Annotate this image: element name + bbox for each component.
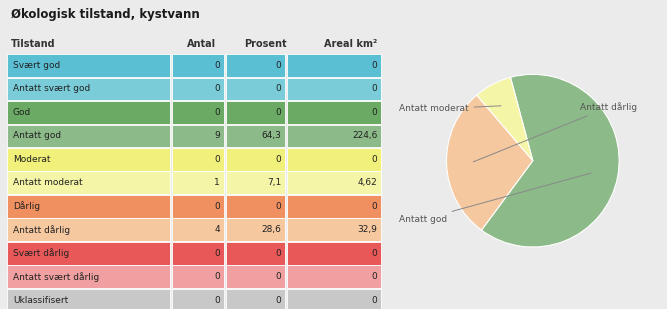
Text: 9: 9 — [214, 131, 220, 140]
Text: God: God — [13, 108, 31, 117]
Text: 0: 0 — [275, 61, 281, 70]
Text: Antatt god: Antatt god — [399, 173, 591, 224]
Bar — [7, 265, 170, 288]
Bar — [7, 289, 170, 309]
Text: Prosent: Prosent — [245, 39, 287, 49]
Bar — [7, 171, 170, 194]
Bar — [225, 265, 285, 288]
Text: Uklassifisert: Uklassifisert — [13, 296, 68, 305]
Text: 0: 0 — [372, 84, 378, 93]
Text: 0: 0 — [214, 249, 220, 258]
Bar — [225, 101, 285, 124]
Text: 0: 0 — [275, 202, 281, 211]
Text: Antatt svært god: Antatt svært god — [13, 84, 90, 93]
Text: 0: 0 — [372, 61, 378, 70]
Bar — [172, 171, 224, 194]
Text: 0: 0 — [275, 155, 281, 164]
Bar — [287, 101, 381, 124]
Text: 7,1: 7,1 — [267, 178, 281, 187]
Bar — [287, 125, 381, 147]
Text: 0: 0 — [214, 108, 220, 117]
Bar — [225, 289, 285, 309]
Text: 0: 0 — [275, 84, 281, 93]
Bar — [225, 195, 285, 218]
Bar — [287, 148, 381, 171]
Bar — [225, 54, 285, 77]
Bar — [225, 171, 285, 194]
Text: 0: 0 — [372, 272, 378, 281]
Text: Antatt dårlig: Antatt dårlig — [13, 225, 70, 235]
Bar — [7, 242, 170, 265]
Text: 0: 0 — [372, 249, 378, 258]
Text: 0: 0 — [372, 155, 378, 164]
Bar — [7, 101, 170, 124]
Bar — [287, 218, 381, 241]
Text: Svært dårlig: Svært dårlig — [13, 248, 69, 258]
Text: 0: 0 — [275, 249, 281, 258]
Bar — [7, 148, 170, 171]
Text: 0: 0 — [372, 108, 378, 117]
Bar — [225, 148, 285, 171]
Text: 0: 0 — [372, 296, 378, 305]
Bar — [287, 195, 381, 218]
Bar — [287, 171, 381, 194]
Text: Svært god: Svært god — [13, 61, 60, 70]
Text: 28,6: 28,6 — [261, 225, 281, 234]
Wedge shape — [446, 95, 533, 230]
Bar — [7, 218, 170, 241]
Bar — [172, 289, 224, 309]
Bar — [7, 125, 170, 147]
Text: Antatt moderat: Antatt moderat — [399, 104, 501, 113]
Bar — [172, 101, 224, 124]
Wedge shape — [482, 74, 619, 247]
Text: 0: 0 — [275, 296, 281, 305]
Text: 32,9: 32,9 — [358, 225, 378, 234]
Bar — [7, 54, 170, 77]
Text: 4: 4 — [214, 225, 220, 234]
Bar — [287, 78, 381, 100]
Text: Areal km²: Areal km² — [324, 39, 378, 49]
Text: 0: 0 — [275, 272, 281, 281]
Bar — [172, 148, 224, 171]
Text: 0: 0 — [214, 84, 220, 93]
Bar — [225, 125, 285, 147]
Text: Tilstand: Tilstand — [11, 39, 55, 49]
Bar — [172, 195, 224, 218]
Bar — [287, 265, 381, 288]
Bar — [172, 218, 224, 241]
Wedge shape — [477, 77, 533, 161]
Text: 0: 0 — [214, 296, 220, 305]
Bar — [7, 195, 170, 218]
Bar — [287, 54, 381, 77]
Bar — [225, 218, 285, 241]
Text: Antatt god: Antatt god — [13, 131, 61, 140]
Text: 4,62: 4,62 — [358, 178, 378, 187]
Bar — [225, 242, 285, 265]
Text: 64,3: 64,3 — [261, 131, 281, 140]
Text: Antal: Antal — [187, 39, 216, 49]
Bar — [7, 78, 170, 100]
Bar — [172, 54, 224, 77]
Text: Økologisk tilstand, kystvann: Økologisk tilstand, kystvann — [11, 8, 199, 21]
Text: 0: 0 — [372, 202, 378, 211]
Bar — [172, 125, 224, 147]
Text: 0: 0 — [275, 108, 281, 117]
Text: Antatt moderat: Antatt moderat — [13, 178, 83, 187]
Bar — [287, 289, 381, 309]
Text: 0: 0 — [214, 61, 220, 70]
Text: 0: 0 — [214, 272, 220, 281]
Text: 0: 0 — [214, 202, 220, 211]
Bar — [172, 78, 224, 100]
Text: Dårlig: Dårlig — [13, 201, 40, 211]
Bar — [172, 265, 224, 288]
Text: Antatt dårlig: Antatt dårlig — [474, 102, 638, 162]
Bar — [287, 242, 381, 265]
Text: 0: 0 — [214, 155, 220, 164]
Bar — [225, 78, 285, 100]
Text: 1: 1 — [214, 178, 220, 187]
Text: Antatt svært dårlig: Antatt svært dårlig — [13, 272, 99, 281]
Text: 224,6: 224,6 — [352, 131, 378, 140]
Text: Moderat: Moderat — [13, 155, 51, 164]
Bar — [172, 242, 224, 265]
